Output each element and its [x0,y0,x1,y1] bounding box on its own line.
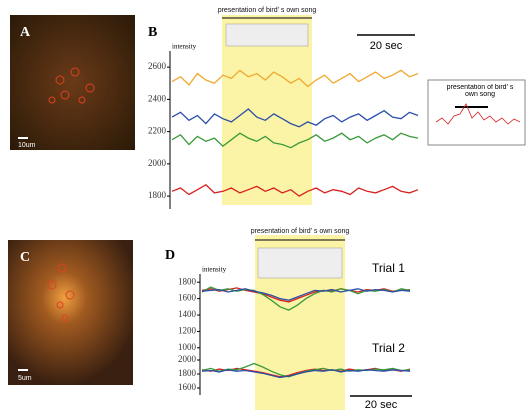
trace [201,362,411,378]
song-label: presentation of bird' s own song [251,228,350,235]
y-tick-label: 1400 [178,309,197,319]
y-tick-label: 1600 [178,293,197,303]
trace [201,288,411,301]
song-spectrogram [225,23,309,47]
cell-markers [47,263,75,322]
inset-label: presentation of bird' s own song [446,84,514,98]
trace [171,132,419,149]
panel-label: C [20,250,30,265]
trace [171,108,419,128]
song-label: presentation of bird' s own song [218,7,317,14]
scale-label: 10um [18,142,36,149]
trace [201,286,411,311]
trace [201,369,411,379]
y-tick-label: 2000 [178,354,197,364]
y-tick-label: 1800 [178,368,197,378]
chart-title: Trial 2 [372,341,405,355]
y-tick-label: 2400 [148,93,167,103]
y-tick-label: 1000 [178,342,197,352]
micrograph-c [8,240,133,385]
y-tick-label: 1200 [178,325,197,335]
trace [201,367,411,378]
y-tick-label: 2000 [148,158,167,168]
chart-title: Trial 1 [372,261,405,275]
stimulus-band [222,15,312,205]
y-tick-label: 2200 [148,126,167,136]
y-tick-label: 2600 [148,61,167,71]
panel-label: A [20,25,31,40]
y-axis-label: intensity [172,43,197,51]
trace [171,69,419,88]
inset [427,79,526,146]
trace [171,183,419,197]
song-spectrogram [257,247,343,279]
micrograph-a [10,15,135,150]
y-tick-label: 1800 [178,276,197,286]
scale-label: 5um [18,375,32,382]
panel-label: B [148,25,157,40]
time-label: 20 sec [370,40,403,52]
trace [201,287,411,303]
y-axis-label: intensity [202,266,227,274]
inset-trace [435,103,521,125]
time-label: 20 sec [365,399,398,410]
y-tick-label: 1800 [148,190,167,200]
y-tick-label: 1600 [178,382,197,392]
cell-markers [48,67,95,104]
panel-label: D [165,248,175,263]
